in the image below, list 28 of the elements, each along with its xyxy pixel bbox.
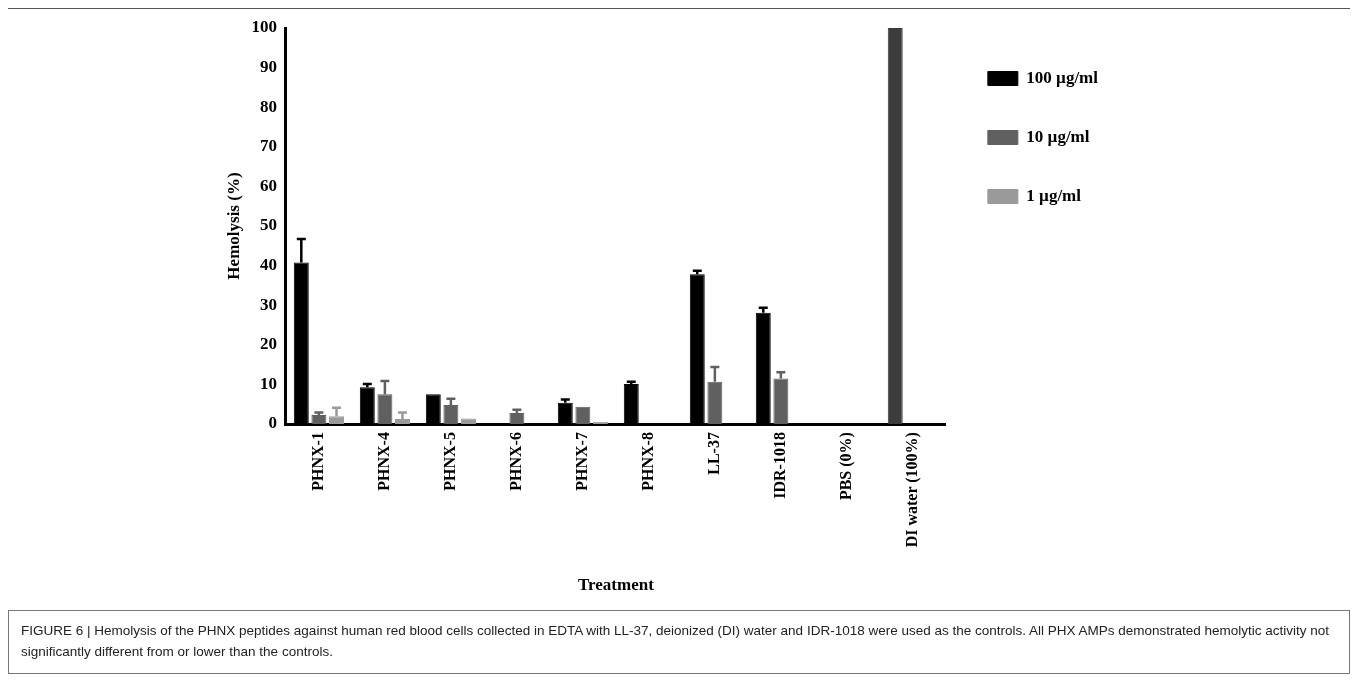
y-tick-label: 100 bbox=[251, 17, 277, 37]
y-tick-label: 60 bbox=[259, 175, 277, 195]
x-tick-label: PHNX-4 bbox=[375, 432, 393, 491]
x-tick-label: PBS (0%) bbox=[837, 432, 855, 501]
y-tick-label: 70 bbox=[259, 136, 277, 156]
y-tick-label: 10 bbox=[259, 373, 277, 393]
x-tick-label: PHNX-6 bbox=[507, 432, 525, 491]
legend-label: 10 µg/ml bbox=[1026, 126, 1090, 146]
x-tick-label: PHNX-5 bbox=[441, 432, 459, 491]
y-tick-label: 40 bbox=[259, 255, 277, 275]
y-axis-title: Hemolysis (%) bbox=[223, 172, 243, 280]
x-tick-label: DI water (100%) bbox=[902, 432, 921, 548]
x-tick-label: PHNX-7 bbox=[573, 432, 591, 491]
x-tick-label: PHNX-8 bbox=[639, 432, 657, 491]
y-tick-label: 0 bbox=[268, 413, 277, 433]
bar bbox=[887, 28, 903, 425]
y-tick-label: 30 bbox=[259, 294, 277, 314]
x-axis-title: Treatment bbox=[577, 575, 655, 595]
caption: FIGURE 6 | Hemolysis of the PHNX peptides against human red blood cells collected in EDTA with LL-37, deionized (DI) water and IDR-1018 were used as the controls. All PHX AMPs demonstrated hemolytic activity not significantly different from or lower than the controls. bbox=[21, 622, 1331, 661]
y-tick-label: 90 bbox=[259, 57, 277, 76]
x-tick-label: LL-37 bbox=[705, 432, 723, 475]
y-tick-label: 50 bbox=[259, 215, 277, 235]
x-tick-label: IDR-1018 bbox=[771, 432, 788, 499]
y-tick-label: 80 bbox=[259, 96, 277, 116]
x-tick-label: PHNX-1 bbox=[309, 432, 327, 491]
legend-label: 100 µg/ml bbox=[1026, 67, 1099, 87]
y-tick-label: 20 bbox=[259, 334, 277, 354]
legend-label: 1 µg/ml bbox=[1026, 185, 1082, 205]
